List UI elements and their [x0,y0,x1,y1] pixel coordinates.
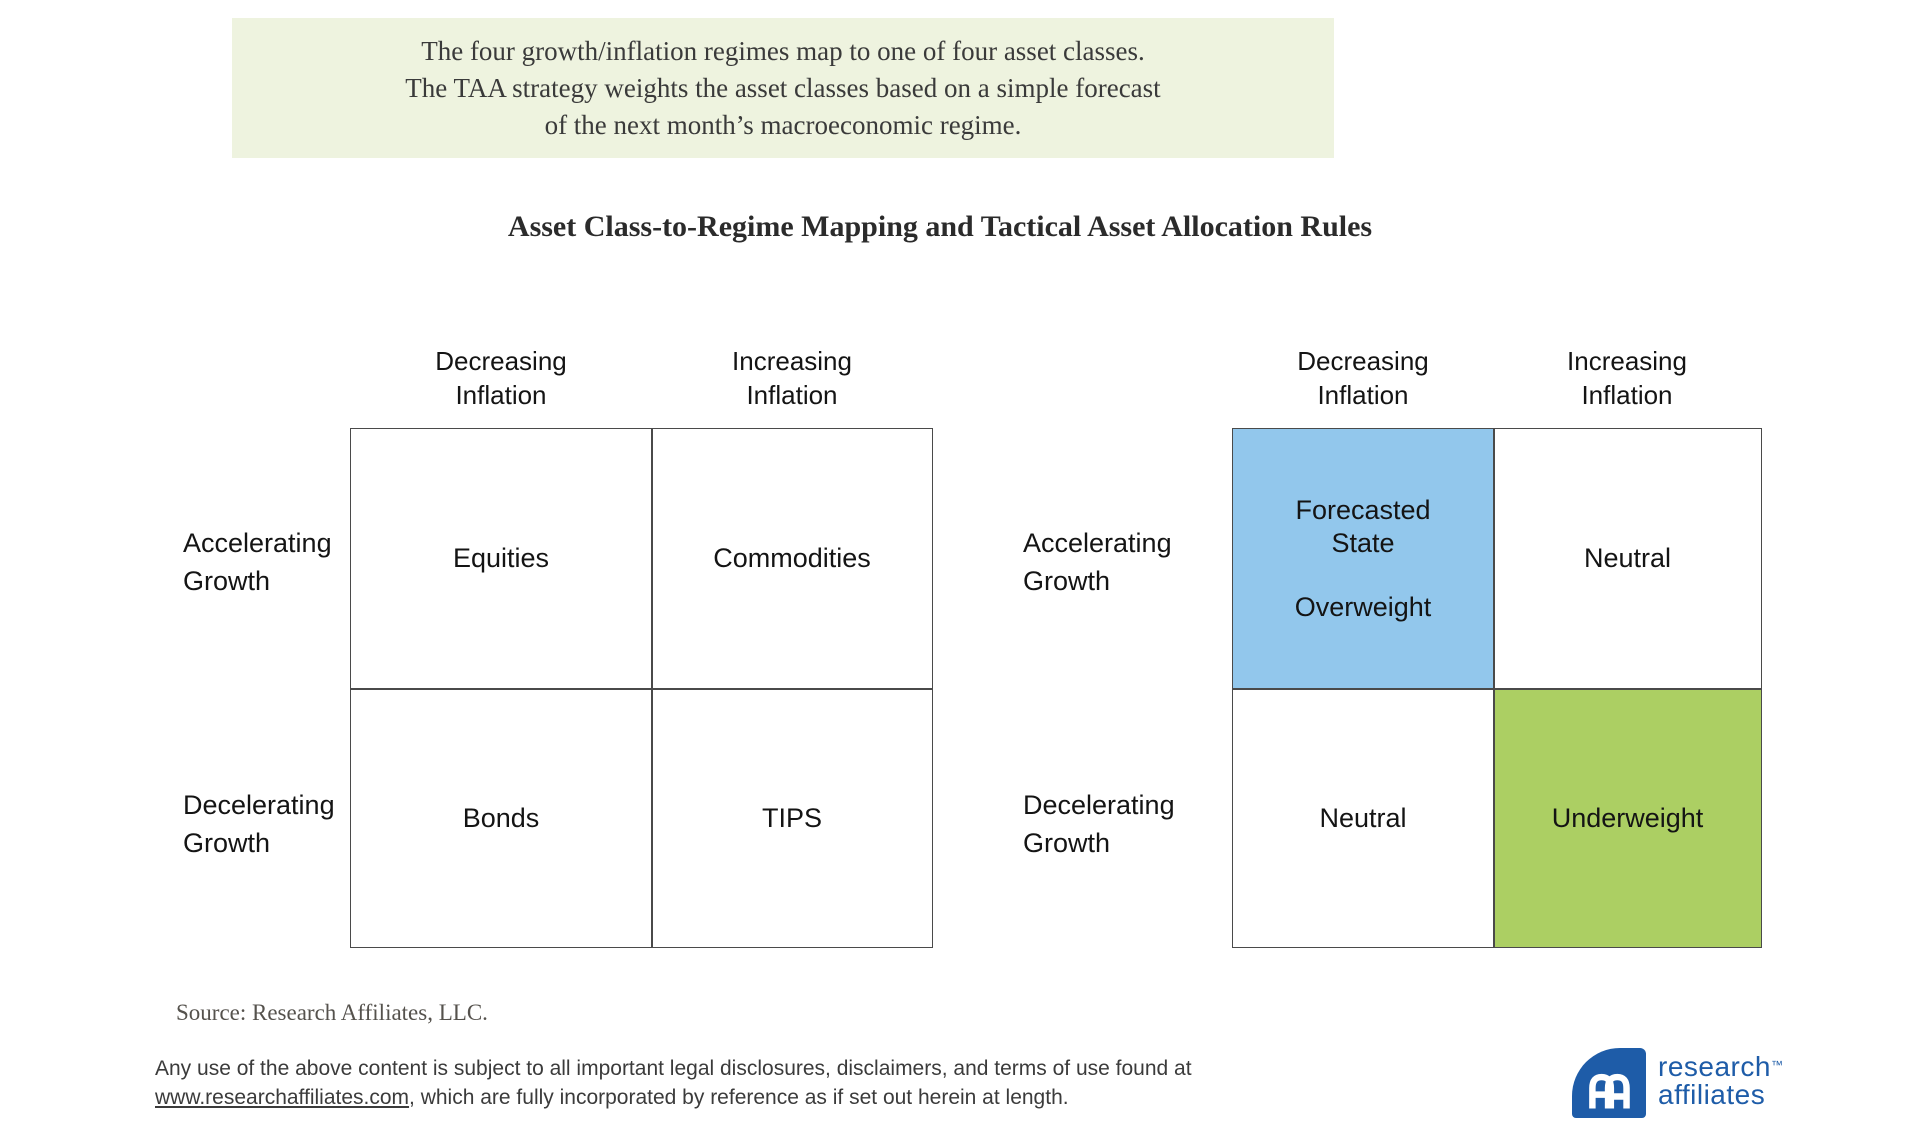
note-line-2: The TAA strategy weights the asset class… [405,72,1161,103]
logo-wordmark: research™ affiliates [1658,1048,1783,1109]
asset-cell-commodities: Commodities [652,429,932,688]
taa-cell-overweight-label: Overweight [1294,592,1432,622]
asset-cell-tips: TIPS [652,689,932,947]
disclaimer-text-2: , which are fully incorporated by refere… [409,1086,1069,1109]
taa-cell-underweight: Underweight [1494,689,1761,947]
research-affiliates-logo: research™ affiliates [1572,1048,1783,1118]
taa-cell-neutral-top: Neutral [1494,429,1761,688]
taa-cell-forecasted-overweight: Forecasted State Overweight [1233,429,1493,688]
figure-title: Asset Class-to-Regime Mapping and Tactic… [507,210,1373,243]
note-line-3: of the next month’s macroeconomic regime… [544,109,1022,140]
taa-cell-neutral-bottom: Neutral [1233,689,1493,947]
source-note: Source: Research Affiliates, LLC. [176,1000,488,1025]
asset-cell-equities: Equities [351,429,651,688]
taa-matrix-col-header-increasing-inflation: Increasing Inflation [1567,346,1687,410]
taa-cell-forecasted-state-label: Forecasted State [1295,495,1431,558]
asset-matrix-row-header-accelerating-growth: Accelerating Growth [183,528,332,596]
asset-matrix-row-header-decelerating-growth: Decelerating Growth [183,790,335,858]
note-line-1: The four growth/inflation regimes map to… [421,35,1145,66]
taa-matrix-row-header-accelerating-growth: Accelerating Growth [1023,528,1172,596]
asset-cell-bonds: Bonds [351,689,651,947]
legal-disclaimer: Any use of the above content is subject … [155,1054,1255,1112]
taa-matrix-col-header-decreasing-inflation: Decreasing Inflation [1297,346,1429,410]
trademark-symbol: ™ [1770,1058,1784,1072]
asset-matrix-col-header-increasing-inflation: Increasing Inflation [732,346,852,410]
asset-matrix-col-header-decreasing-inflation: Decreasing Inflation [435,346,567,410]
logo-word-affiliates: affiliates [1658,1079,1766,1110]
disclaimer-text-1: Any use of the above content is subject … [155,1057,1192,1080]
ra-monogram-icon [1572,1048,1646,1118]
taa-rules-matrix: Forecasted State Overweight Neutral Neut… [1232,428,1762,948]
asset-class-matrix: Equities Commodities Bonds TIPS [350,428,933,948]
researchaffiliates-link[interactable]: www.researchaffiliates.com [155,1086,410,1109]
note-box: The four growth/inflation regimes map to… [232,18,1334,158]
taa-matrix-row-header-decelerating-growth: Decelerating Growth [1023,790,1175,858]
logo-word-research: research [1658,1051,1771,1082]
